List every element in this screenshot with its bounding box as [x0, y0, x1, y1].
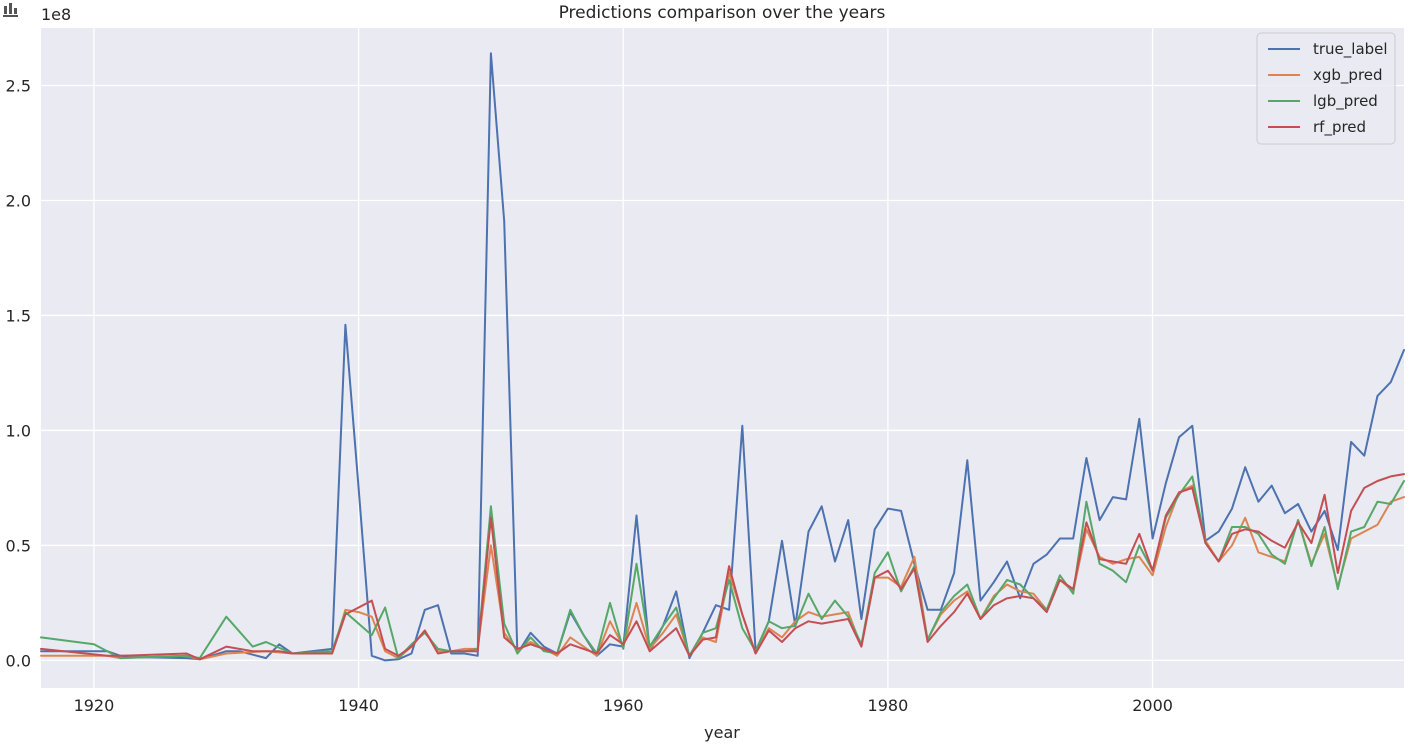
legend-box [1256, 32, 1396, 145]
bar-chart-icon[interactable] [3, 3, 18, 17]
legend-label-true-label: true_label [1313, 40, 1388, 59]
x-tick-label: 1960 [603, 696, 644, 715]
x-tick-label: 1980 [868, 696, 909, 715]
legend: true_label xgb_pred lgb_pred rf_pred [1256, 32, 1396, 145]
y-tick-label: 1.5 [6, 306, 31, 325]
legend-label-lgb-pred: lgb_pred [1313, 92, 1378, 111]
y-tick-label: 2.5 [6, 76, 31, 95]
y-tick-label: 1.0 [6, 421, 31, 440]
chart-title: Predictions comparison over the years [559, 3, 886, 23]
x-tick-label: 1940 [338, 696, 379, 715]
y-tick-label: 0.0 [6, 651, 31, 670]
y-scale-label: 1e8 [41, 5, 71, 24]
legend-label-xgb-pred: xgb_pred [1313, 66, 1383, 85]
grid-lines [41, 28, 1404, 688]
legend-label-rf-pred: rf_pred [1313, 118, 1366, 137]
x-axis-label: year [704, 723, 740, 742]
series-line-rf-pred [40, 473, 1405, 661]
y-tick-label: 0.5 [6, 536, 31, 555]
x-tick-label: 2000 [1132, 696, 1173, 715]
series-lines [40, 52, 1405, 662]
plot-area [41, 28, 1404, 688]
x-tick-label: 1920 [74, 696, 115, 715]
y-tick-label: 2.0 [6, 191, 31, 210]
axis-ticks: 1920 1940 1960 1980 2000 0.0 0.5 1.0 1.5 2.0 2.5 [6, 76, 1173, 715]
